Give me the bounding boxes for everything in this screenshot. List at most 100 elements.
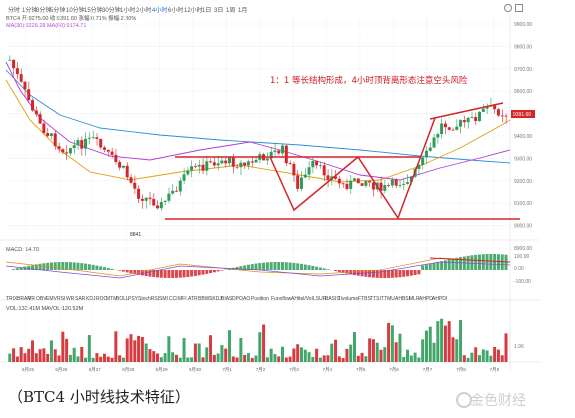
candle [182,174,186,181]
macd-bar [284,262,288,270]
tool-mfi[interactable]: MFI [178,296,187,302]
tool-ahitelvol[interactable]: AHitel/Vol [291,296,313,302]
timeframe-15[interactable]: 1月 [238,8,248,14]
macd-bar [102,267,106,270]
price-tick: 9100.00 [514,201,532,207]
tool-ao[interactable]: AO [243,296,251,302]
tool-bias[interactable]: BIAS [221,296,233,302]
tool-bbw[interactable]: BBW [198,296,210,302]
macd-bar [500,254,504,270]
date-tick: 7月9 [490,367,500,373]
volume-bar [504,333,508,362]
candle [38,114,42,124]
candle [273,150,277,152]
tool-stochrsi[interactable]: StochRSI [138,296,160,302]
candle [212,162,216,166]
timeframe-0[interactable]: 分时 [8,8,21,14]
macd-bar [148,270,152,277]
timeframe-6[interactable]: 30分钟 [102,8,121,14]
tool-psy[interactable]: PSY [128,296,139,302]
tool-funoflow[interactable]: Funoflow [271,296,292,302]
volume-bar [178,357,182,362]
tool-dpo[interactable]: DPO [232,296,243,302]
tool-smi[interactable]: SMI [159,296,168,302]
timeframe-5[interactable]: 15分钟 [84,8,103,14]
tool-atr[interactable]: ATR [188,296,198,302]
timeframe-9[interactable]: 4小时 [152,8,168,14]
candlestick-chart[interactable]: 9900.009800.009700.009600.009500.009400.… [0,0,575,380]
macd-bar [299,263,303,270]
macd-bar [402,270,406,277]
timeframe-1[interactable]: 1分钟 [22,8,38,14]
timeframe-10[interactable]: 6小时 [168,8,184,14]
macd-bar [398,270,402,278]
volume-tick: 1.96 [514,344,524,350]
candle [190,166,194,171]
macd-bar [227,268,231,270]
candle [485,106,489,109]
tool-mtm[interactable]: MTM [106,296,118,302]
tool-emv[interactable]: EMV [46,296,57,302]
candle [315,161,319,166]
macd-bar [470,255,474,270]
volume-bar [269,348,273,362]
tool-skdj[interactable]: SKDJ [209,296,222,302]
macd-bar [432,262,436,270]
tool-lsur[interactable]: LSUR [313,296,327,302]
timeframe-3[interactable]: 5分钟 [50,8,66,14]
tool-kdj[interactable]: KDJ [86,296,96,302]
tool-ahpdi[interactable]: AHPDI [432,296,448,302]
timeframe-4[interactable]: 10分钟 [66,8,85,14]
tool-wr[interactable]: WR [66,296,75,302]
settings-icon[interactable] [504,4,512,12]
tool-position[interactable]: Position [251,296,269,302]
macd-bar [38,263,42,270]
tool-trix[interactable]: TRIX [6,296,18,302]
candle [307,167,311,175]
candle [31,100,35,111]
volume-bar [447,321,451,362]
tool-basis[interactable]: BASIS [325,296,340,302]
volume-bar [413,352,417,362]
tool-brar[interactable]: BRAR [17,296,31,302]
candle [432,137,436,148]
macd-divergence-line [429,257,511,263]
tool-obv[interactable]: OBV [36,296,47,302]
volume-bar [220,345,224,362]
timeframe-7[interactable]: 1小时 [120,8,136,14]
tool-vr[interactable]: VR [28,296,35,302]
candle [12,59,16,69]
volume-bar [205,347,209,362]
timeframe-11[interactable]: 12小时 [184,8,203,14]
tool-tivolume[interactable]: Tivolume [338,296,359,302]
candle [186,170,190,175]
timeframe-13[interactable]: 3日 [214,8,224,14]
candle [504,115,508,117]
tool-boll[interactable]: BOLL [116,296,129,302]
ma60-line [5,69,511,164]
tool-ahpd[interactable]: AHPD [419,296,433,302]
tool-rsi[interactable]: RSI [57,296,66,302]
tool-ttsi[interactable]: TTSI [370,296,381,302]
volume-bar [352,332,356,362]
timeframe-14[interactable]: 1周 [226,8,236,14]
fullscreen-icon[interactable] [515,4,523,12]
tool-ttmu[interactable]: TTMU [381,296,395,302]
volume-bar [34,353,38,362]
volume-bar [459,320,463,362]
macd-bar [201,270,205,275]
macd-bar [167,270,171,278]
tool-cci[interactable]: CCI [169,296,178,302]
tool-ftbs[interactable]: FTBS [358,296,371,302]
timeframe-2[interactable]: 3分钟 [36,8,52,14]
candle [402,183,406,185]
tool-mlr[interactable]: MLR [409,296,420,302]
tool-ahbsi[interactable]: AHBSI [395,296,411,302]
tool-sar[interactable]: SAR [75,296,86,302]
tool-roc[interactable]: ROC [96,296,108,302]
timeframe-12[interactable]: 1日 [202,8,212,14]
timeframe-8[interactable]: 2小时 [136,8,152,14]
volume-bar [72,347,76,362]
volume-bar [15,356,19,362]
